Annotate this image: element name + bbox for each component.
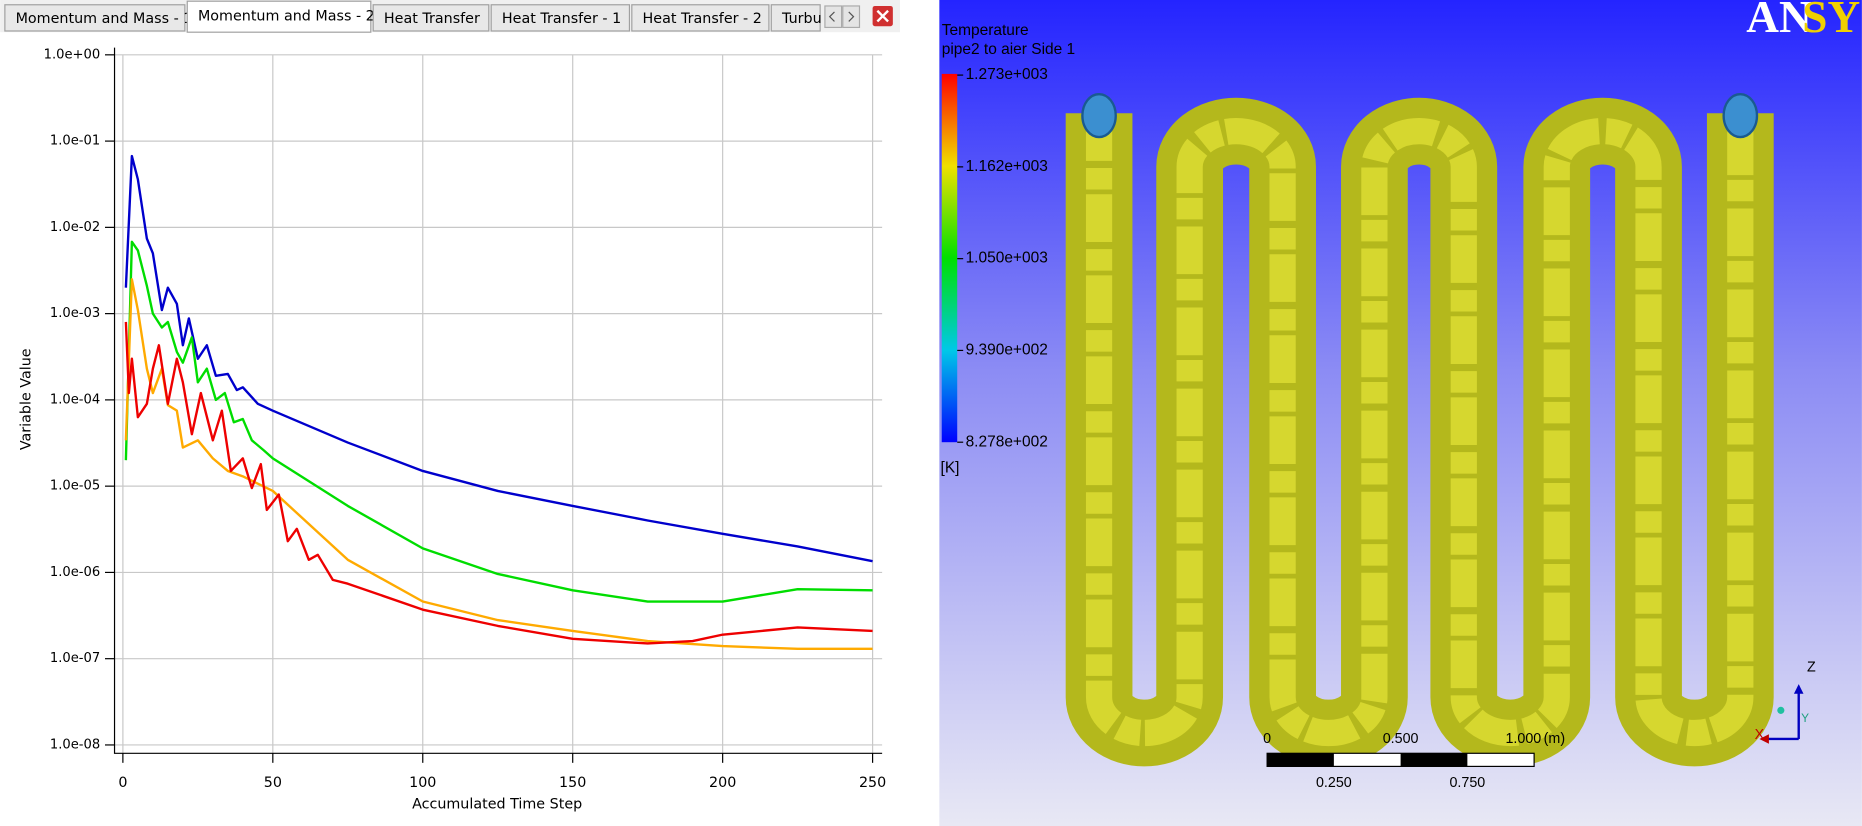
y-tick-label: 1.0e-02: [50, 220, 100, 235]
colorbar-label: 1.050e+003: [966, 250, 1048, 267]
scale-label: 1.000: [1505, 731, 1541, 747]
tab-scroll-left[interactable]: [824, 5, 843, 29]
tab-scroll-right[interactable]: [842, 5, 861, 29]
pipe-highlight: [1085, 113, 1754, 747]
colorbar-label: 8.278e+002: [966, 433, 1048, 450]
x-tick-label: 150: [559, 775, 586, 791]
tab-label: Momentum and Mass - 1: [16, 11, 193, 27]
tab-label: Heat Transfer - 2: [643, 11, 762, 27]
scale-label: 0: [1263, 731, 1271, 747]
tab-label: Heat Transfer: [384, 11, 480, 27]
series-line: [124, 240, 873, 603]
tab[interactable]: [631, 4, 770, 32]
chart: Accumulated Time Step Variable Value 1.0…: [18, 47, 886, 812]
scale-label: 0.750: [1449, 775, 1485, 791]
legend-title: Temperature: [942, 22, 1029, 39]
axis-y: Y: [1801, 711, 1809, 725]
scale-bar-seg: [1400, 753, 1468, 767]
colorbar-label: 9.390e+002: [966, 342, 1048, 359]
colorbar-label: 1.162e+003: [966, 158, 1048, 175]
series-line: [124, 321, 873, 645]
pipe-outlet: [1722, 92, 1759, 139]
logo-sys: SYS: [1802, 0, 1862, 42]
pipe-inlet: [1081, 92, 1117, 139]
tab-label: Turbu: [781, 11, 822, 27]
triad-arrow: [1759, 734, 1769, 744]
close-icon: [876, 9, 889, 23]
tab-label: Heat Transfer - 1: [502, 11, 621, 27]
axis-triad: Z Y X: [1755, 659, 1816, 744]
tab[interactable]: [770, 4, 821, 32]
arrows: [828, 11, 855, 22]
scale-label: 0.500: [1383, 731, 1419, 747]
x-axis-label: Accumulated Time Step: [412, 797, 582, 813]
axes: [113, 47, 883, 754]
tab[interactable]: [372, 4, 490, 32]
colorbar-label: 1.273e+003: [966, 66, 1048, 83]
pipe-model: [1065, 92, 1774, 767]
tab[interactable]: [4, 4, 186, 32]
y-tick-label: 1.0e-03: [50, 306, 100, 321]
y-tick-label: 1.0e-08: [50, 737, 100, 752]
chart-panel: [0, 0, 901, 826]
logo-an: AN: [1746, 0, 1812, 42]
tabs: Momentum and Mass - 1 Momentum and Mass -…: [4, 0, 822, 33]
triad-dot: [1777, 706, 1785, 714]
x-tick-label: 200: [709, 775, 736, 791]
x-tick-label: 100: [409, 775, 436, 791]
viewer-overlay: AN SYS Temperature pipe2 to aier Side 1 …: [941, 0, 1862, 477]
y-tick-label: 1.0e-07: [50, 651, 100, 666]
y-tick-label: 1.0e-05: [50, 479, 100, 494]
legend-subtitle: pipe2 to aier Side 1: [942, 41, 1075, 58]
scale-unit: (m): [1544, 731, 1565, 747]
y-axis-label: Variable Value: [18, 348, 34, 450]
x-tick-label: 50: [264, 775, 282, 791]
scale-bar: 0 0.500 1.000 (m) 0.250 0.750: [1263, 731, 1565, 791]
x-tick-label: 250: [859, 775, 886, 791]
y-tick-label: 1.0e-04: [50, 392, 100, 407]
triad-lines: [1766, 691, 1800, 741]
tab[interactable]: [490, 4, 631, 32]
scale-bar-seg: [1267, 753, 1334, 767]
y-tick-label: 1.0e-06: [50, 565, 100, 580]
series-line: [124, 154, 873, 563]
triad-arrow: [1793, 684, 1804, 694]
colorbar-labels: 1.273e+003 1.162e+003 1.050e+003 9.390e+002…: [957, 66, 1048, 450]
y-tick-label: 1.0e-01: [50, 134, 100, 149]
colorbar: [941, 73, 958, 443]
axis-x: X: [1755, 727, 1765, 743]
x-tick-label: 0: [118, 775, 127, 791]
axis-z: Z: [1807, 659, 1816, 675]
legend-unit: [K]: [941, 460, 960, 477]
y-tick-label: 1.0e+00: [44, 47, 101, 62]
scale-label: 0.250: [1316, 775, 1352, 791]
tab-label: Momentum and Mass - 2: [198, 9, 375, 25]
tab[interactable]: [186, 0, 372, 33]
